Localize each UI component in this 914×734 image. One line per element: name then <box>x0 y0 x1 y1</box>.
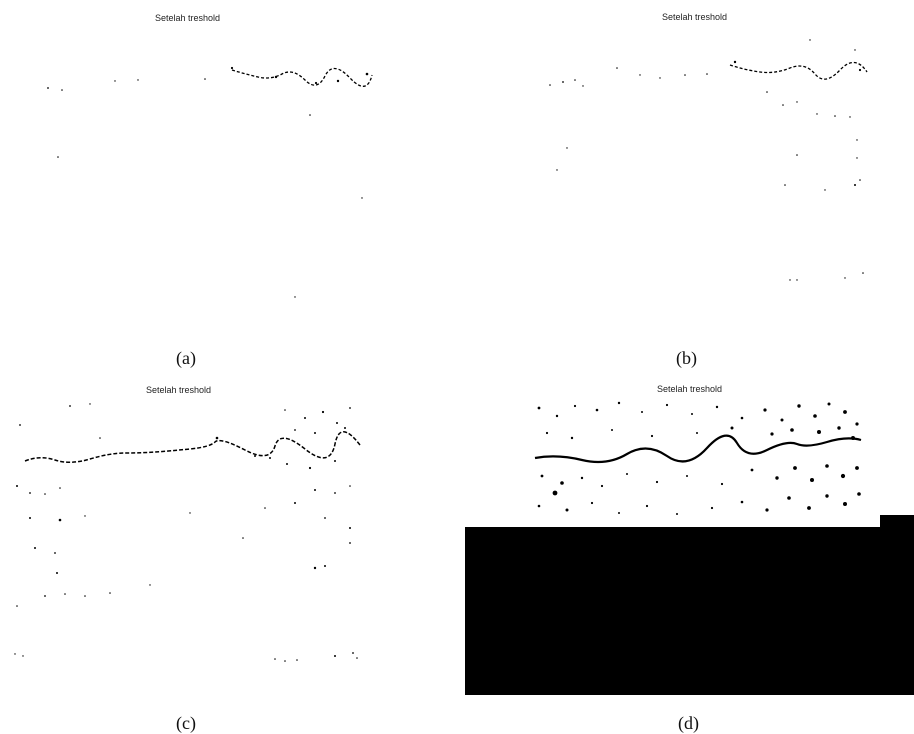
panel-d-black-overlay-step <box>880 515 914 529</box>
panel-d-thresholded-image <box>527 398 863 523</box>
panel-a-thresholded-image <box>20 30 380 330</box>
panel-a-caption: (a) <box>176 348 196 368</box>
panel-b-title: Setelah treshold <box>662 12 728 22</box>
panel-c-caption: (c) <box>176 713 196 733</box>
panel-d-title: Setelah treshold <box>657 384 723 394</box>
panel-c-thresholded-image <box>5 398 365 670</box>
panel-c-svg <box>14 403 361 662</box>
panel-a-crack-line <box>231 67 373 87</box>
panel-c-crack-line <box>24 431 361 463</box>
panel-b-crack-line <box>729 61 868 80</box>
panel-c-title: Setelah treshold <box>146 385 212 395</box>
panel-d-black-overlay-block <box>465 527 914 695</box>
panel-b-caption: (b) <box>676 348 697 368</box>
panel-a-svg <box>47 66 373 298</box>
panel-d-svg <box>534 401 862 515</box>
panel-a-title: Setelah treshold <box>155 13 221 23</box>
panel-d-crack-line <box>534 434 862 464</box>
panel-b-svg <box>549 39 868 281</box>
panel-b-thresholded-image <box>535 30 875 300</box>
panel-d-caption: (d) <box>678 713 699 733</box>
